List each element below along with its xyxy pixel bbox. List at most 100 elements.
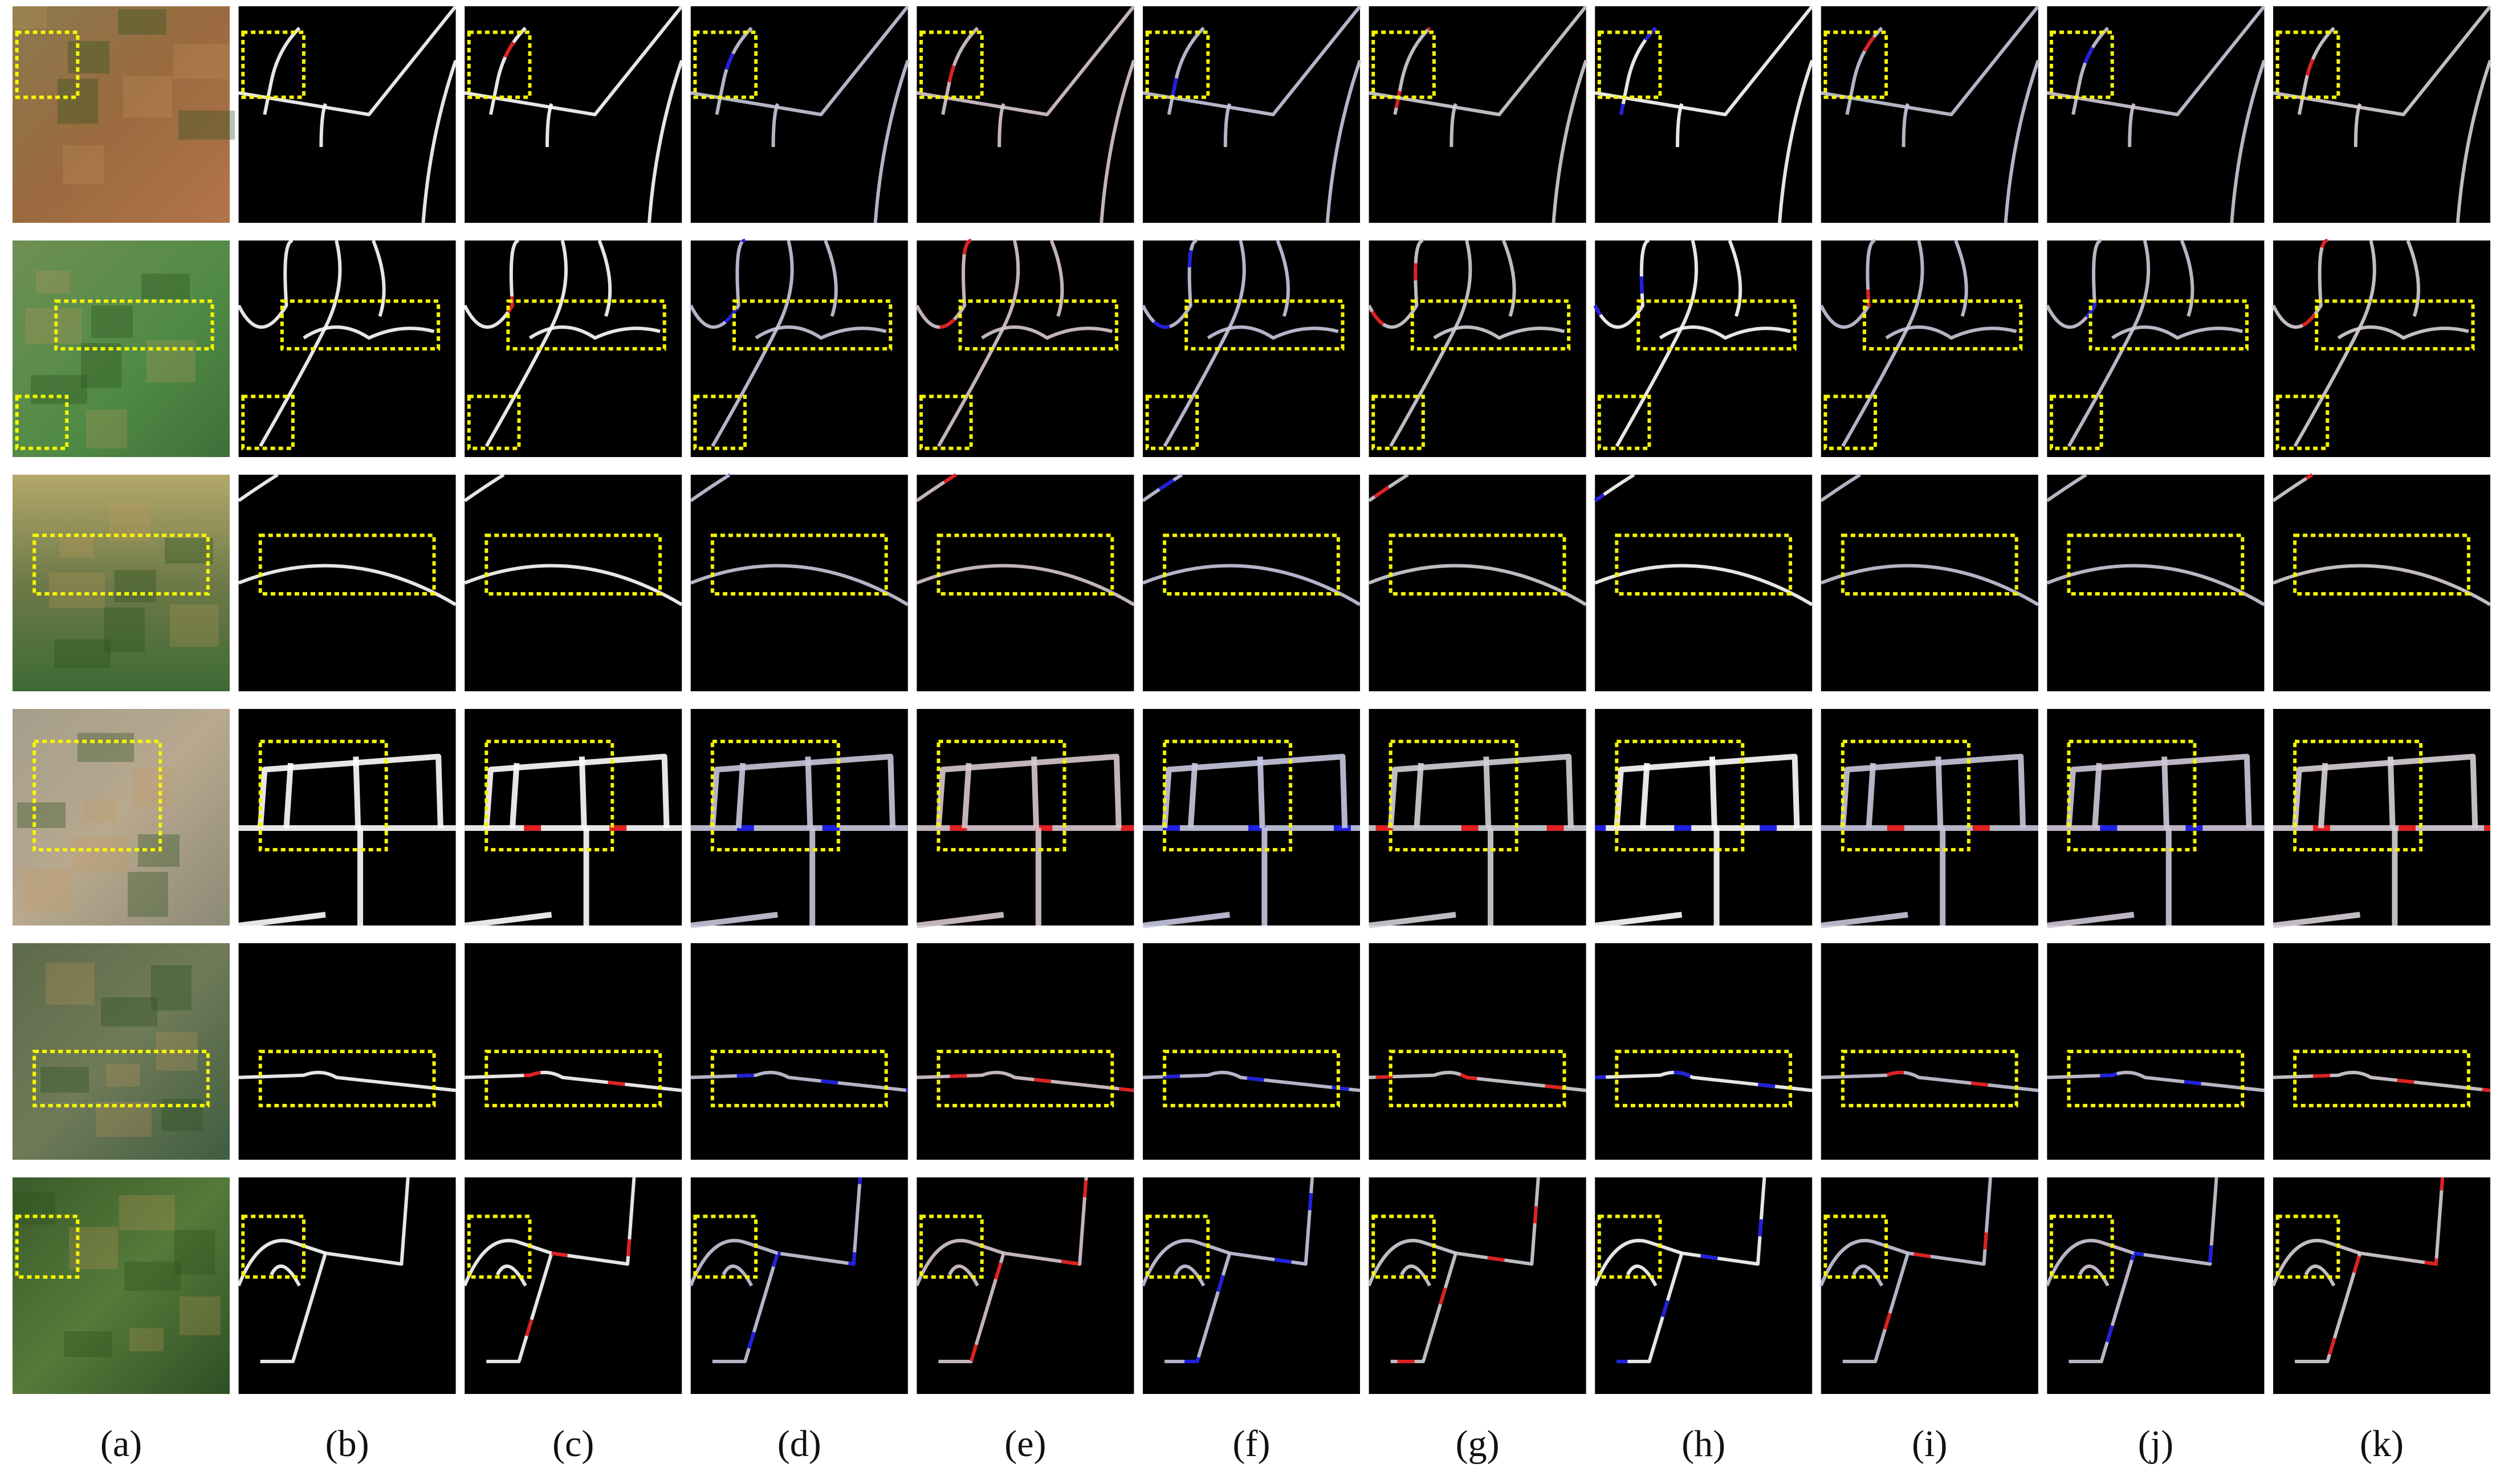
road (1483, 756, 1492, 829)
road (1368, 564, 1587, 606)
panel-background (13, 6, 230, 223)
highlight-box (2067, 740, 2197, 851)
road (2230, 60, 2266, 223)
highlight-box (1389, 1050, 1566, 1107)
panel-background (1143, 1177, 1360, 1394)
column-label: (d) (777, 1423, 821, 1465)
field-patch (22, 869, 71, 911)
road-error (1167, 26, 1205, 115)
field-patch (133, 768, 174, 806)
column-label: (g) (1456, 1423, 1500, 1465)
panel (915, 1177, 1134, 1394)
panel-background (1821, 943, 2038, 1160)
highlight-box (1163, 740, 1293, 851)
field-patch (106, 1064, 140, 1087)
highlight-box (1636, 299, 1797, 351)
panel (689, 239, 908, 457)
road (1820, 473, 1861, 503)
road (981, 325, 1113, 340)
road (1100, 60, 1136, 223)
road (1174, 1264, 1206, 1287)
road-error (1369, 1070, 1586, 1092)
panel-background (2273, 709, 2490, 926)
panel (2046, 5, 2266, 223)
highlight-box (2067, 533, 2245, 596)
highlight-box (2315, 299, 2475, 351)
field-patch (68, 41, 109, 74)
field-patch (146, 340, 196, 382)
panel-background (465, 709, 682, 926)
road (238, 912, 326, 928)
field-patch (14, 1192, 55, 1225)
highlight-box (15, 394, 69, 450)
road-error (1594, 473, 1635, 503)
field-patch (96, 1102, 152, 1137)
highlight-box (258, 740, 388, 851)
road (690, 912, 778, 928)
highlight-box (1389, 740, 1518, 851)
highlight-box (693, 1214, 758, 1279)
road-error (1821, 1070, 2039, 1092)
road (1325, 60, 1362, 223)
highlight-box (258, 533, 436, 596)
road-error (941, 26, 979, 115)
road-error (1595, 1070, 1813, 1092)
road-error (488, 26, 527, 115)
road (528, 325, 661, 340)
panel (463, 239, 682, 457)
panel (690, 473, 909, 691)
field-patch (31, 375, 87, 404)
panel (13, 709, 230, 926)
road-error (463, 239, 520, 329)
panel (237, 473, 457, 691)
highlight-box (1371, 1214, 1436, 1279)
panel-background (1143, 6, 1360, 223)
road (372, 239, 386, 317)
field-patch (170, 605, 219, 647)
highlight-box (2050, 30, 2114, 99)
field-patch (78, 733, 134, 762)
panel-background (465, 475, 682, 691)
panel-background (2047, 6, 2265, 223)
road (463, 473, 505, 503)
highlight-box (1841, 740, 1970, 851)
panel (2046, 473, 2265, 691)
panel (690, 709, 908, 928)
road (1049, 239, 1064, 317)
panel (690, 943, 909, 1160)
road (962, 763, 972, 829)
field-patch (59, 535, 93, 558)
panel-background (917, 943, 1134, 1160)
field-patch (72, 837, 128, 873)
highlight-box (1615, 533, 1793, 596)
road (237, 473, 279, 503)
road (2161, 756, 2169, 829)
road (997, 103, 1005, 148)
field-patch (40, 1067, 89, 1092)
panel-background (1369, 6, 1586, 223)
road (1659, 325, 1791, 340)
panel (916, 709, 1134, 928)
panel (2273, 5, 2492, 223)
panel (2271, 239, 2490, 457)
panel (915, 473, 1135, 691)
panel (2271, 1177, 2490, 1394)
column-label: (k) (2360, 1423, 2404, 1465)
highlight-box (2293, 740, 2423, 851)
highlight-box (937, 740, 1066, 851)
panel-background (2273, 475, 2490, 691)
road (1187, 763, 1198, 829)
panel (237, 1177, 456, 1394)
road (1414, 763, 1424, 829)
highlight-box (484, 740, 614, 851)
field-patch (115, 570, 156, 602)
panel (1821, 943, 2039, 1160)
panel (238, 709, 456, 928)
panel-background (690, 709, 908, 926)
road (1709, 756, 1717, 829)
road (873, 60, 910, 223)
panel-background (690, 943, 908, 1160)
panel (1369, 943, 1586, 1160)
road-error (715, 26, 753, 115)
road (257, 753, 443, 829)
